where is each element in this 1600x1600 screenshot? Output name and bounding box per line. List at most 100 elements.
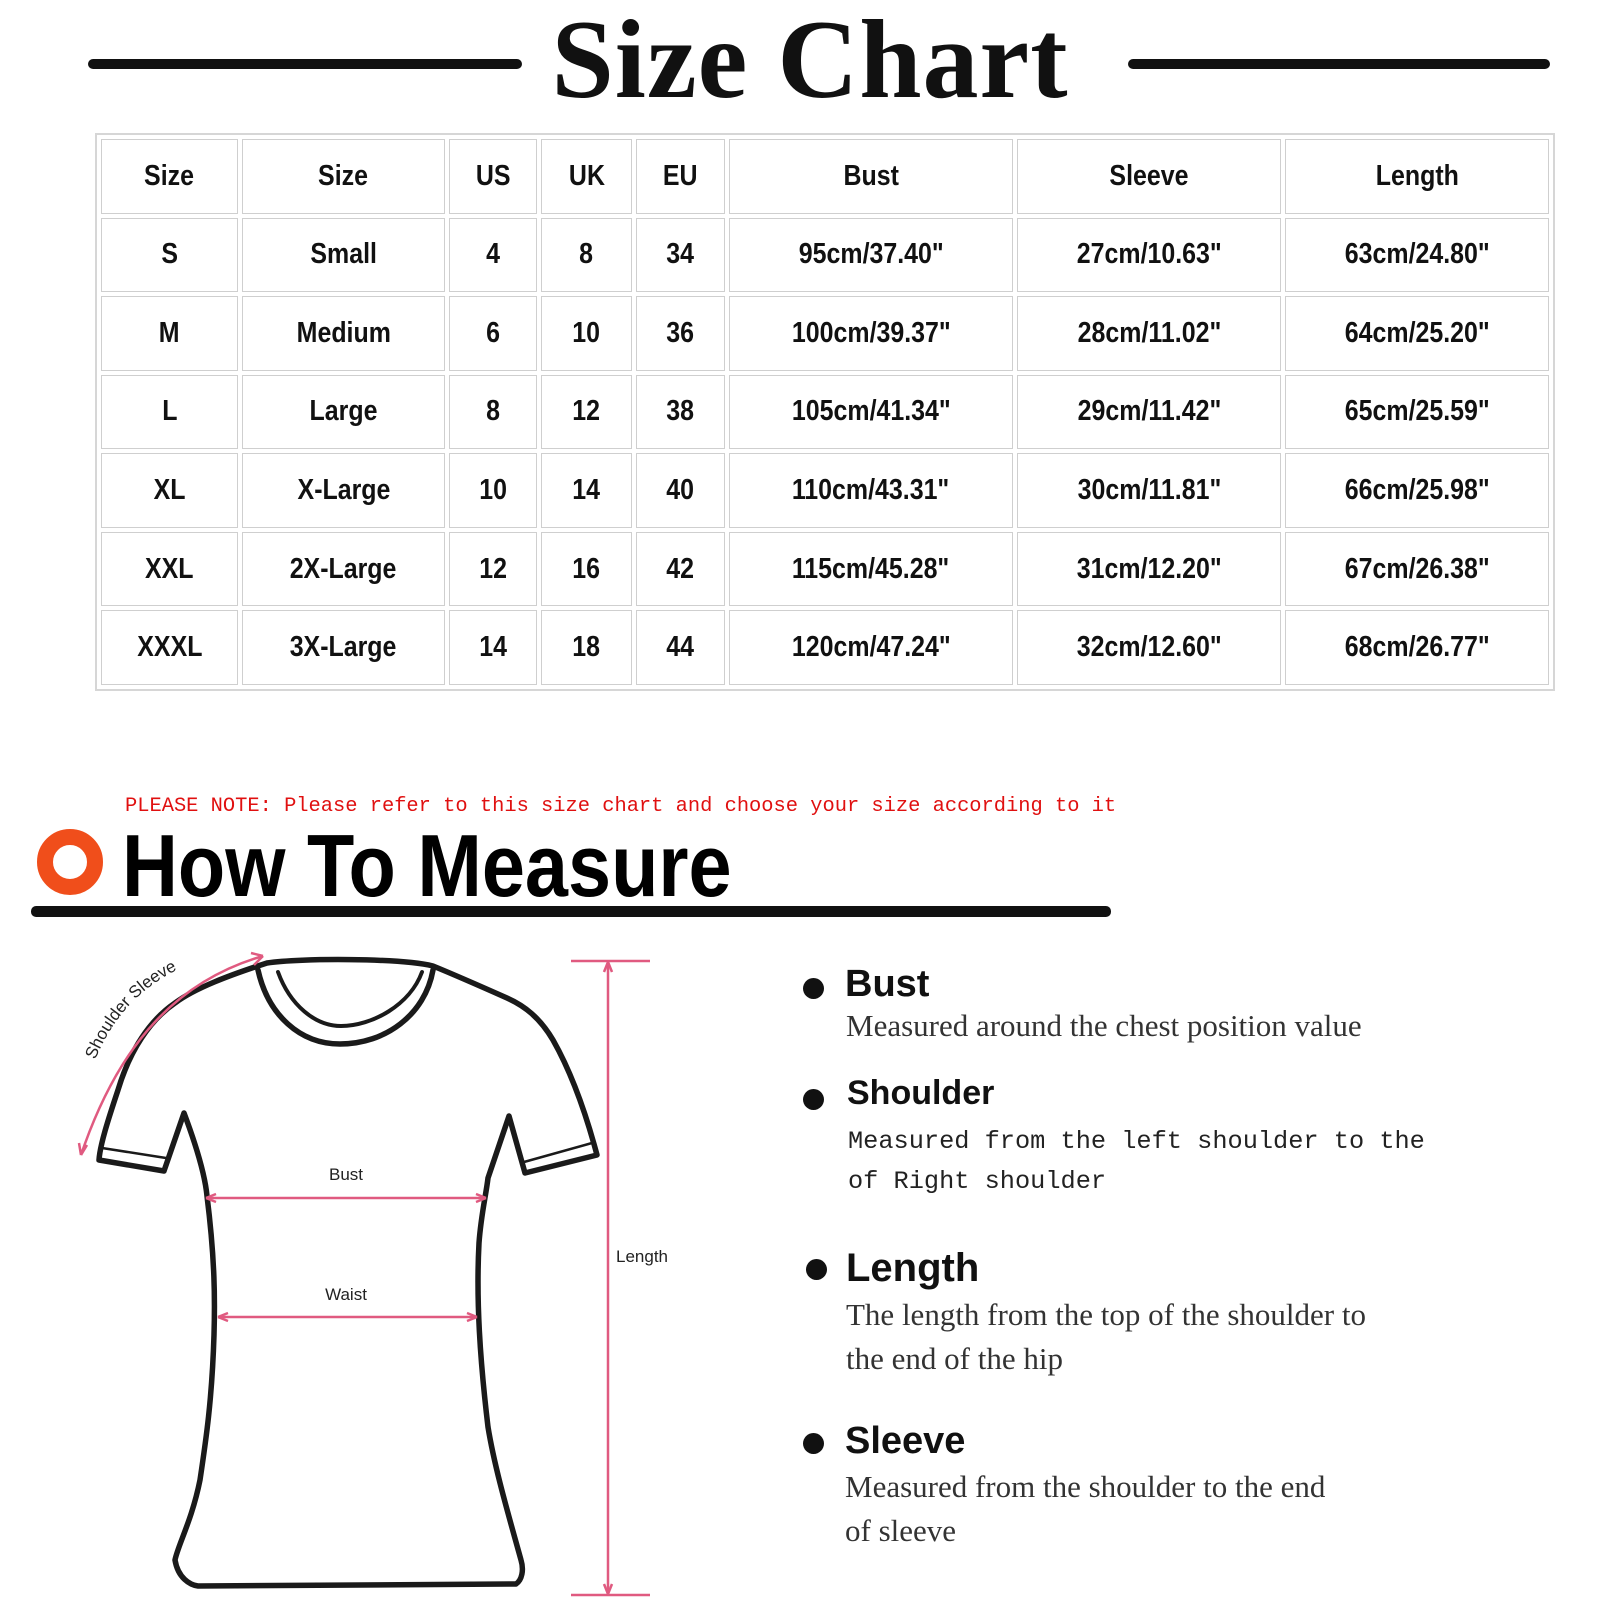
cell-text: 29cm/11.42" bbox=[1077, 395, 1221, 428]
length-label: Length bbox=[616, 1247, 668, 1266]
cell-text: 105cm/41.34" bbox=[791, 395, 951, 428]
table-row: XXXL 3X-Large 14 18 44 120cm/47.24" 32cm/12.60… bbox=[101, 610, 1549, 685]
table-cell: 64cm/25.20" bbox=[1285, 296, 1549, 371]
cell-text: 110cm/43.31" bbox=[792, 474, 950, 507]
table-cell: 14 bbox=[541, 453, 632, 528]
cell-text: 18 bbox=[572, 631, 601, 664]
cell-text: 34 bbox=[666, 238, 695, 271]
cell-text: 3X-Large bbox=[290, 631, 397, 664]
how-to-measure-underline bbox=[31, 906, 1111, 917]
cell-text: 8 bbox=[579, 238, 594, 271]
table-cell: 10 bbox=[541, 296, 632, 371]
cell-text: 12 bbox=[572, 395, 601, 428]
table-cell: 44 bbox=[636, 610, 725, 685]
measure-description: The length from the top of the shoulder … bbox=[846, 1297, 1366, 1332]
measure-description: of Right shoulder bbox=[848, 1167, 1107, 1196]
measure-description: of sleeve bbox=[845, 1513, 957, 1548]
cell-text: Size bbox=[318, 159, 369, 192]
tshirt-diagram: Shoulder Sleeve Bust Waist Length bbox=[77, 951, 668, 1597]
cell-text: XXL bbox=[145, 552, 194, 585]
column-header: Size bbox=[101, 139, 238, 214]
cell-text: Sleeve bbox=[1109, 159, 1189, 192]
column-header: Length bbox=[1285, 139, 1549, 214]
cell-text: 67cm/26.38" bbox=[1344, 552, 1490, 585]
cell-text: 32cm/12.60" bbox=[1076, 631, 1222, 664]
cell-text: S bbox=[161, 238, 178, 271]
table-cell: 66cm/25.98" bbox=[1285, 453, 1549, 528]
cell-text: 100cm/39.37" bbox=[791, 316, 951, 349]
size-chart-table: Size Size US UK EU Bust Sleeve Length S Small 4 8 34… bbox=[95, 133, 1555, 691]
table-cell: M bbox=[101, 296, 238, 371]
cell-text: Medium bbox=[296, 316, 391, 349]
table-row: M Medium 6 10 36 100cm/39.37" 28cm/11.02" 64cm/… bbox=[101, 296, 1549, 371]
cell-text: X-Large bbox=[297, 474, 390, 507]
cell-text: Bust bbox=[843, 159, 899, 192]
cell-text: L bbox=[161, 395, 178, 428]
measure-description: Measured around the chest position value bbox=[846, 1008, 1362, 1043]
cell-text: 8 bbox=[486, 395, 500, 428]
table-cell: 36 bbox=[636, 296, 725, 371]
table-cell: 63cm/24.80" bbox=[1285, 217, 1549, 293]
cell-text: 68cm/26.77" bbox=[1344, 631, 1490, 664]
measure-heading: Length bbox=[846, 1246, 980, 1290]
table-cell: 12 bbox=[541, 374, 632, 450]
table-cell: 6 bbox=[449, 296, 537, 371]
cell-text: 63cm/24.80" bbox=[1344, 238, 1490, 271]
table-cell: 68cm/26.77" bbox=[1285, 610, 1549, 685]
column-header: UK bbox=[541, 139, 632, 214]
cell-text: 10 bbox=[572, 316, 601, 349]
measure-description: the end of the hip bbox=[846, 1341, 1063, 1376]
table-cell: 40 bbox=[636, 453, 725, 528]
table-row: XXL 2X-Large 12 16 42 115cm/45.28" 31cm/12.20"… bbox=[101, 531, 1549, 607]
table-cell: 8 bbox=[449, 374, 537, 450]
cell-text: 36 bbox=[666, 316, 695, 349]
column-header: Sleeve bbox=[1017, 139, 1281, 214]
bust-label: Bust bbox=[329, 1165, 363, 1184]
tshirt-outline bbox=[96, 956, 600, 1589]
table-cell: 31cm/12.20" bbox=[1017, 531, 1281, 607]
table-cell: Medium bbox=[242, 296, 445, 371]
column-header: US bbox=[449, 139, 537, 214]
cell-text: 31cm/12.20" bbox=[1076, 552, 1222, 585]
cell-text: 120cm/47.24" bbox=[791, 631, 951, 664]
table-cell: 42 bbox=[636, 531, 725, 607]
cell-text: 6 bbox=[486, 316, 500, 349]
cell-text: 64cm/25.20" bbox=[1344, 316, 1490, 349]
column-header: EU bbox=[636, 139, 725, 214]
how-to-measure-title: How To Measure bbox=[122, 816, 732, 915]
table-cell: 67cm/26.38" bbox=[1285, 531, 1549, 607]
table-cell: 38 bbox=[636, 374, 725, 450]
cell-text: 14 bbox=[479, 631, 507, 664]
table-cell: 32cm/12.60" bbox=[1017, 610, 1281, 685]
table-cell: 105cm/41.34" bbox=[729, 374, 1013, 450]
table-cell: 95cm/37.40" bbox=[729, 217, 1013, 293]
cell-text: 44 bbox=[666, 631, 695, 664]
table-cell: 14 bbox=[449, 610, 537, 685]
cell-text: Size bbox=[144, 159, 195, 192]
table-cell: 10 bbox=[449, 453, 537, 528]
cell-text: 66cm/25.98" bbox=[1344, 474, 1490, 507]
table-cell: 115cm/45.28" bbox=[729, 531, 1013, 607]
measure-description: Measured from the shoulder to the end bbox=[845, 1469, 1326, 1504]
cell-text: 30cm/11.81" bbox=[1077, 474, 1221, 507]
table-cell: 28cm/11.02" bbox=[1017, 296, 1281, 371]
cell-text: 27cm/10.63" bbox=[1076, 238, 1222, 271]
header-row: Size Size US UK EU Bust Sleeve Length bbox=[101, 139, 1549, 214]
cell-text: 38 bbox=[666, 395, 695, 428]
table-cell: 34 bbox=[636, 217, 725, 293]
cell-text: 10 bbox=[479, 474, 507, 507]
cell-text: 4 bbox=[486, 238, 500, 271]
column-header: Bust bbox=[729, 139, 1013, 214]
table-cell: S bbox=[101, 217, 238, 293]
cell-text: 28cm/11.02" bbox=[1077, 316, 1221, 349]
table-cell: 2X-Large bbox=[242, 531, 445, 607]
table-cell: XL bbox=[101, 453, 238, 528]
column-header: Size bbox=[242, 139, 445, 214]
cell-text: 12 bbox=[479, 552, 507, 585]
please-note-text: PLEASE NOTE: Please refer to this size c… bbox=[125, 795, 1117, 818]
cell-text: XXXL bbox=[136, 631, 203, 664]
table-cell: 110cm/43.31" bbox=[729, 453, 1013, 528]
cell-text: 16 bbox=[572, 552, 601, 585]
table-cell: X-Large bbox=[242, 453, 445, 528]
cell-text: Small bbox=[310, 238, 377, 271]
